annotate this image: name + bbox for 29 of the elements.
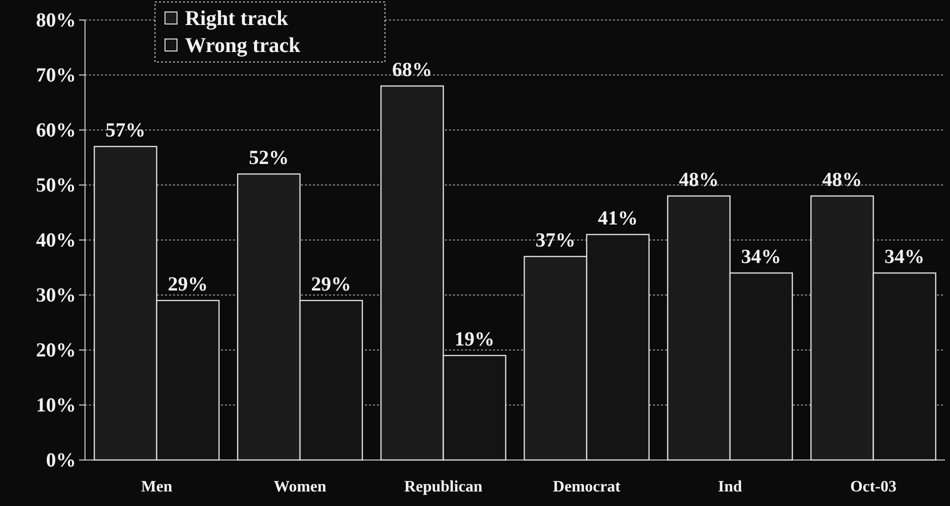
data-label: 48% [678,169,719,191]
data-label: 37% [535,230,576,252]
legend-label: Right track [185,6,289,30]
x-tick-label: Republican [404,478,483,496]
y-tick-label: 70% [36,64,76,86]
y-tick-label: 30% [36,284,76,306]
data-label: 29% [311,274,352,296]
x-tick-label: Men [141,478,172,496]
data-label: 48% [822,169,862,191]
x-tick-label: Oct-03 [850,478,896,496]
data-label: 41% [598,208,638,230]
y-tick-label: 50% [36,174,76,196]
data-label: 34% [884,246,925,268]
x-tick-label: Women [274,478,326,496]
data-label: 68% [392,59,432,81]
y-tick-label: 80% [36,9,76,32]
y-tick-label: 10% [36,394,76,416]
x-tick-label: Democrat [552,478,622,496]
legend-label: Wrong track [185,33,301,57]
y-tick-label: 40% [36,229,76,252]
data-label: 57% [105,120,146,142]
x-tick-label: Ind [718,478,742,496]
y-tick-label: 20% [36,339,76,362]
data-label: 29% [168,274,208,296]
data-label: 52% [248,147,289,169]
y-tick-label: 0% [46,449,76,472]
y-tick-label: 60% [36,119,76,142]
data-label: 34% [741,246,782,268]
data-label: 19% [454,328,495,350]
